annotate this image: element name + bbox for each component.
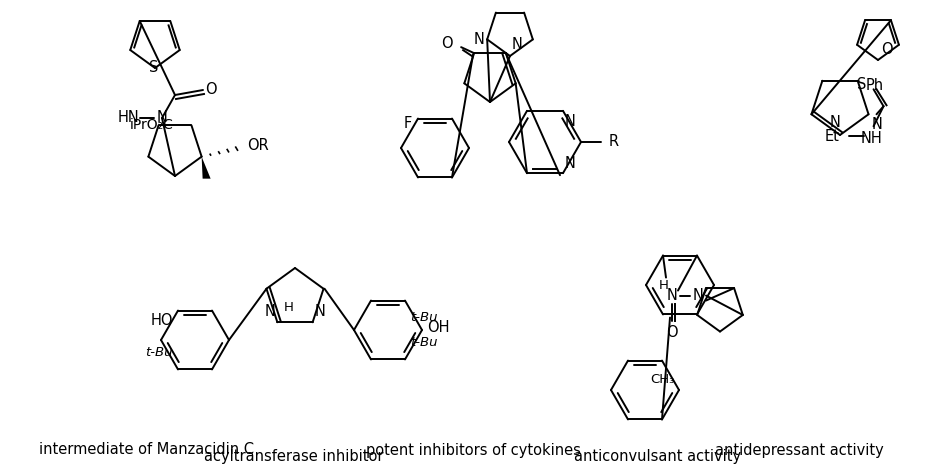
Text: O: O	[442, 36, 453, 51]
Text: S: S	[149, 60, 159, 76]
Text: t-Bu: t-Bu	[146, 346, 173, 360]
Text: potent inhibitors of cytokines: potent inhibitors of cytokines	[365, 443, 581, 457]
Text: anticonvulsant activity: anticonvulsant activity	[574, 448, 741, 464]
Text: N: N	[512, 37, 523, 52]
Text: O: O	[205, 82, 217, 96]
Text: acyltransferase inhibitor: acyltransferase inhibitor	[203, 448, 383, 464]
Text: N: N	[156, 110, 167, 126]
Text: HN: HN	[117, 110, 139, 126]
Text: N: N	[315, 304, 325, 319]
Text: iPrO₂C: iPrO₂C	[130, 118, 173, 132]
Text: OH: OH	[427, 320, 449, 335]
Text: N: N	[692, 288, 704, 303]
Text: Et: Et	[825, 129, 839, 144]
Polygon shape	[201, 157, 211, 179]
Text: F: F	[404, 116, 412, 131]
Text: H: H	[659, 279, 669, 292]
Text: R: R	[609, 135, 619, 150]
Text: O: O	[881, 42, 893, 57]
Text: N: N	[829, 115, 840, 130]
Text: O: O	[666, 325, 678, 340]
Text: N: N	[565, 114, 576, 129]
Text: N: N	[473, 32, 484, 47]
Text: N: N	[667, 288, 677, 303]
Text: H: H	[284, 301, 293, 314]
Text: OR: OR	[247, 138, 269, 153]
Text: t-Bu: t-Bu	[410, 311, 437, 323]
Text: CH₃: CH₃	[650, 372, 674, 386]
Text: HO: HO	[150, 313, 173, 328]
Text: antidepressant activity: antidepressant activity	[715, 443, 884, 457]
Text: NH: NH	[861, 131, 883, 146]
Text: N: N	[871, 117, 883, 132]
Text: N: N	[265, 304, 275, 319]
Text: N: N	[565, 156, 576, 171]
Text: S: S	[857, 77, 867, 92]
Text: t-Bu: t-Bu	[410, 337, 437, 349]
Text: intermediate of Manzacidin C: intermediate of Manzacidin C	[39, 443, 254, 457]
Text: Ph: Ph	[866, 78, 884, 93]
